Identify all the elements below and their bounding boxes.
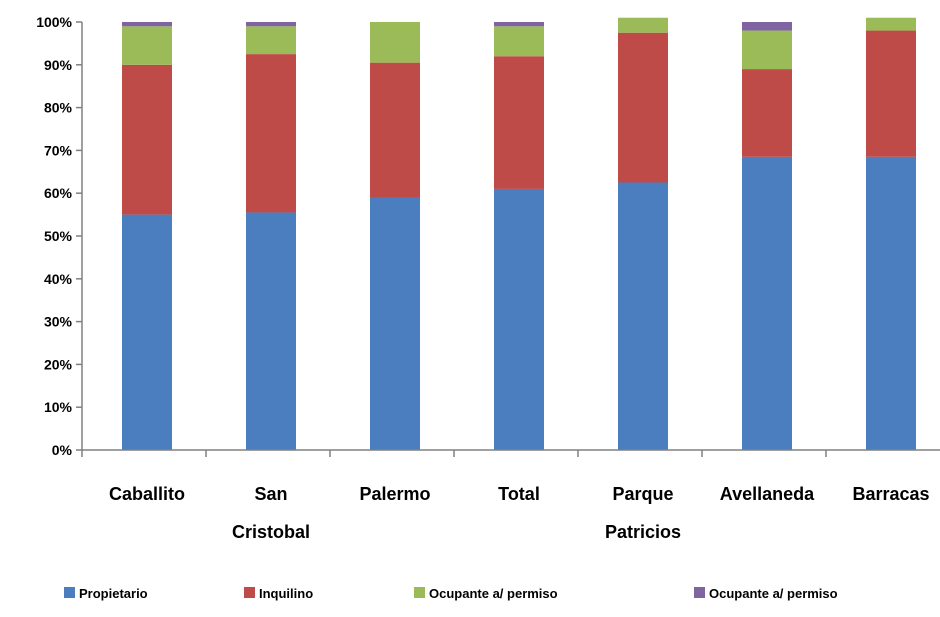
x-tick-label: Parque xyxy=(612,484,673,504)
bar-segment xyxy=(122,26,172,65)
legend-swatch xyxy=(244,587,255,598)
bar-segment xyxy=(246,54,296,213)
x-tick-label: San xyxy=(254,484,287,504)
bar-segment xyxy=(742,156,792,450)
bar-segment xyxy=(866,30,916,157)
bar-segment xyxy=(246,26,296,55)
y-axis-ticks: 0% 10% 20% 30% 40% 50% 60% 70% 80% 90% 100% xyxy=(36,14,82,458)
y-tick-label: 60% xyxy=(44,185,73,201)
bar-segment xyxy=(742,30,792,70)
bar-segment xyxy=(618,17,668,33)
bar-segment xyxy=(742,69,792,157)
x-tick-label: Total xyxy=(498,484,540,504)
x-tick-label: Palermo xyxy=(359,484,430,504)
bar-segment xyxy=(866,17,916,31)
y-tick-label: 20% xyxy=(44,356,73,372)
legend-label: Inquilino xyxy=(259,586,313,601)
bar-segment xyxy=(618,182,668,450)
legend-label: Ocupante a/ permiso xyxy=(709,586,838,601)
bar-segment xyxy=(866,156,916,450)
bars-layer xyxy=(122,17,916,451)
bar-segment xyxy=(742,22,792,31)
x-tick-label: Cristobal xyxy=(232,522,310,542)
legend-label: Ocupante a/ permiso xyxy=(429,586,558,601)
y-tick-label: 10% xyxy=(44,399,73,415)
bar-segment xyxy=(246,212,296,450)
legend-swatch xyxy=(64,587,75,598)
legend: Propietario Inquilino Ocupante a/ permiso O… xyxy=(64,586,838,601)
y-tick-label: 50% xyxy=(44,228,73,244)
bar-segment xyxy=(122,214,172,450)
bar-segment xyxy=(494,26,544,57)
bar-segment xyxy=(370,197,420,450)
bar-segment xyxy=(246,22,296,27)
legend-swatch xyxy=(694,587,705,598)
x-tick-label: Barracas xyxy=(852,484,929,504)
y-tick-label: 100% xyxy=(36,14,72,30)
bar-segment xyxy=(122,22,172,27)
x-tick-label: Patricios xyxy=(605,522,681,542)
x-axis-labels: Caballito San Cristobal Palermo Total Parque P… xyxy=(109,484,930,542)
bar-segment xyxy=(494,22,544,27)
x-tick-label: Caballito xyxy=(109,484,185,504)
bar-segment xyxy=(370,22,420,63)
x-axis-ticks xyxy=(81,450,827,457)
y-tick-label: 0% xyxy=(52,442,73,458)
y-tick-label: 40% xyxy=(44,271,73,287)
legend-swatch xyxy=(414,587,425,598)
y-tick-label: 80% xyxy=(44,100,73,116)
y-tick-label: 90% xyxy=(44,57,73,73)
y-tick-label: 30% xyxy=(44,314,73,330)
y-tick-label: 70% xyxy=(44,142,73,158)
x-tick-label: Avellaneda xyxy=(720,484,815,504)
bar-segment xyxy=(122,64,172,215)
bar-segment xyxy=(494,188,544,451)
bar-segment xyxy=(618,32,668,183)
legend-label: Propietario xyxy=(79,586,148,601)
bar-segment xyxy=(494,56,544,189)
bar-segment xyxy=(370,62,420,198)
